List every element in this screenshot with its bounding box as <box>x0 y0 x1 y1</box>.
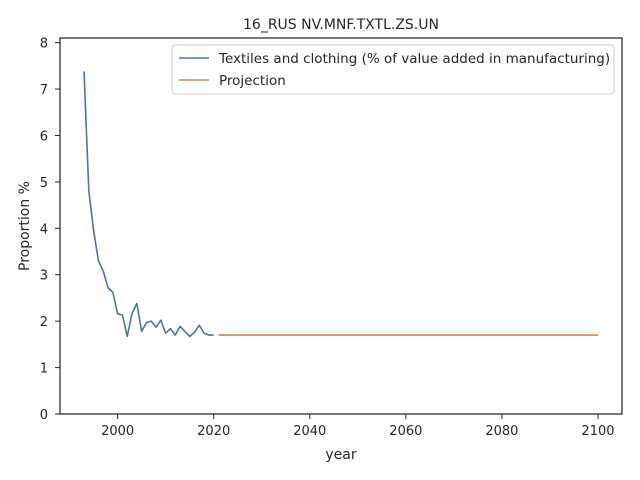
plot-frame <box>59 37 623 415</box>
x-tick-label: 2060 <box>389 424 422 439</box>
y-tick-label: 3 <box>40 269 48 284</box>
y-tick-label: 5 <box>40 176 48 191</box>
x-tick-label: 2000 <box>101 424 134 439</box>
series-line-0 <box>83 71 214 338</box>
x-tick-label: 2100 <box>581 424 614 439</box>
y-tick-label: 6 <box>40 129 48 144</box>
y-tick-label: 8 <box>40 37 48 52</box>
y-axis: 0 1 2 3 4 5 6 7 8 <box>40 37 60 423</box>
y-tick-label: 1 <box>40 362 48 377</box>
x-tick-label: 2020 <box>197 424 230 439</box>
y-tick-label: 7 <box>40 83 48 98</box>
chart-title: 16_RUS NV.MNF.TXTL.ZS.UN <box>243 17 439 33</box>
y-tick-label: 4 <box>40 222 48 237</box>
x-axis-label: year <box>325 447 356 463</box>
x-tick-label: 2040 <box>293 424 326 439</box>
legend-box <box>171 44 615 95</box>
y-tick-label: 0 <box>40 408 48 423</box>
legend-label: Projection <box>219 73 286 89</box>
y-axis-label: Proportion % <box>17 181 33 271</box>
x-axis: 2000 2020 2040 2060 2080 2100 <box>101 414 615 439</box>
y-tick-label: 2 <box>40 315 48 330</box>
legend: Textiles and clothing (% of value added … <box>171 44 615 95</box>
x-tick-label: 2080 <box>485 424 518 439</box>
legend-label: Textiles and clothing (% of value added … <box>218 51 610 67</box>
series-layer <box>83 71 598 338</box>
